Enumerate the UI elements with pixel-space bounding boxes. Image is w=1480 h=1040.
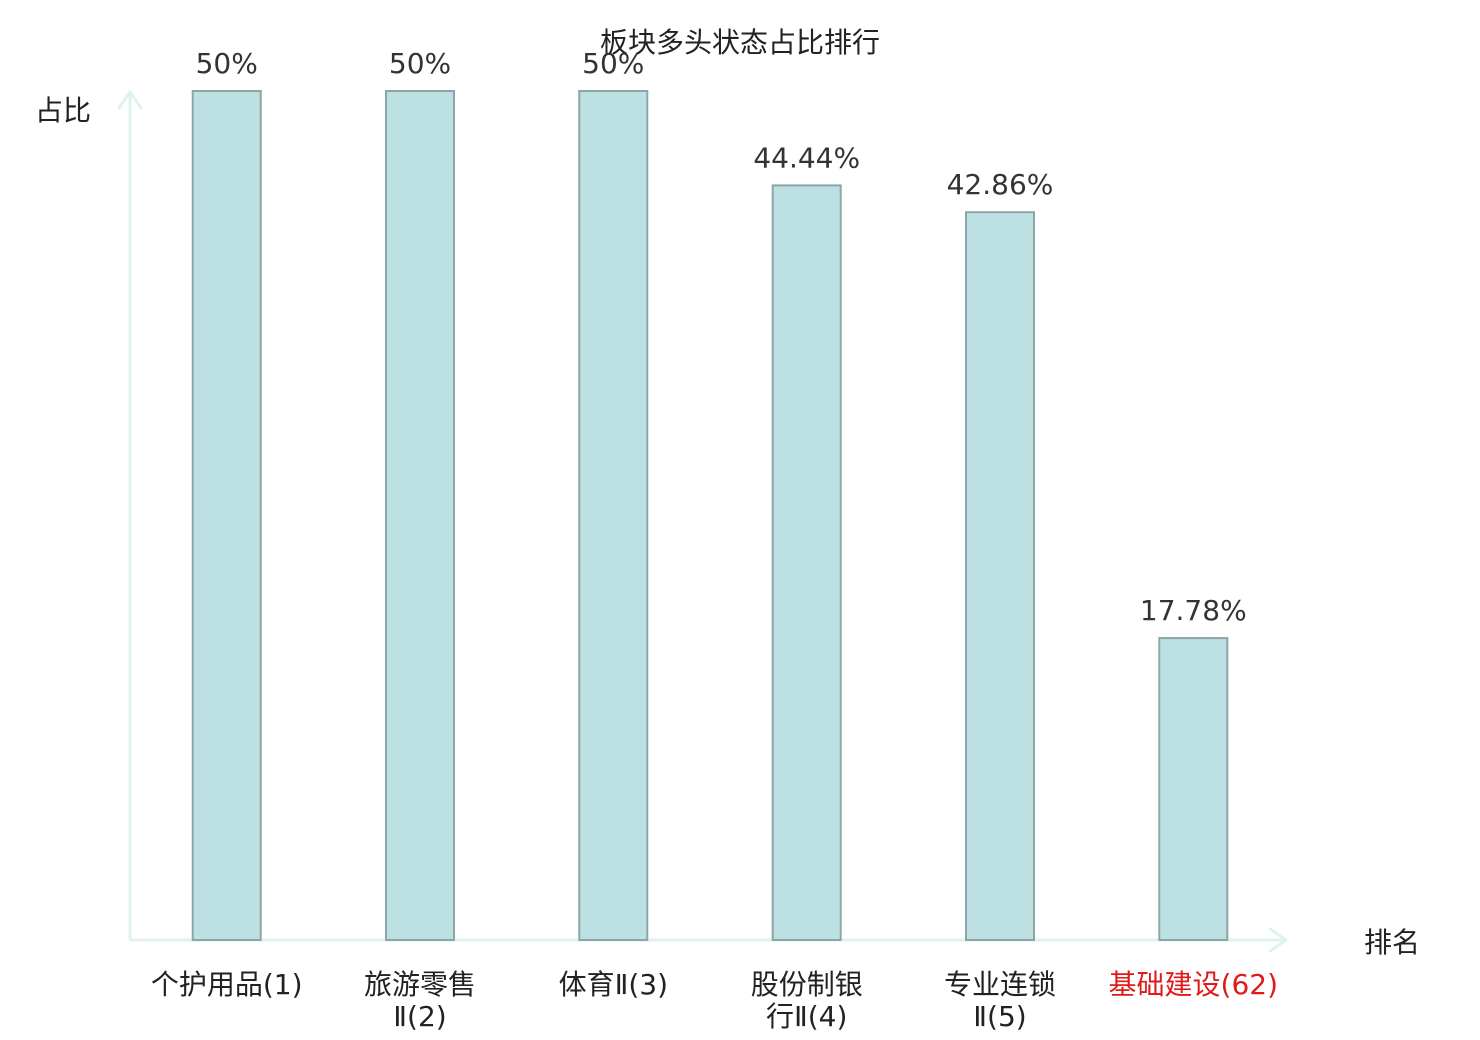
bar — [771, 184, 842, 941]
data-label: 50% — [582, 47, 644, 80]
bar — [1158, 637, 1229, 941]
bar — [191, 90, 262, 941]
y-axis-label: 占比 — [35, 94, 91, 127]
data-label: 50% — [389, 47, 451, 80]
bar — [578, 90, 649, 941]
x-tick-label: 个护用品(1) — [151, 968, 303, 1001]
x-tick-label: 行Ⅱ(4) — [766, 1000, 847, 1033]
x-tick-label: 基础建设(62) — [1109, 968, 1278, 1001]
data-label: 17.78% — [1140, 594, 1247, 627]
x-tick-label: 旅游零售 — [364, 968, 476, 1001]
data-label: 44.44% — [753, 141, 860, 174]
data-label: 42.86% — [947, 168, 1054, 201]
x-tick-label: Ⅱ(2) — [393, 1000, 446, 1033]
bar — [385, 90, 455, 941]
chart-title: 板块多头状态占比排行 — [600, 26, 880, 59]
x-axis-arrow-icon — [1268, 927, 1288, 953]
x-tick-label: Ⅱ(5) — [973, 1000, 1026, 1033]
x-tick-label: 专业连锁 — [944, 968, 1056, 1001]
x-axis-label: 排名 — [1364, 926, 1420, 959]
bar — [965, 211, 1035, 941]
value-labels-group: 50% 50% 50% 44.44% 42.86% 17.78% — [196, 47, 1247, 627]
bars-group — [191, 90, 1229, 941]
y-axis-arrow-icon — [117, 90, 143, 110]
data-label: 50% — [196, 47, 258, 80]
x-tick-label: 股份制银 — [751, 968, 863, 1001]
axes — [117, 90, 1288, 953]
x-tick-label: 体育Ⅱ(3) — [559, 968, 668, 1001]
